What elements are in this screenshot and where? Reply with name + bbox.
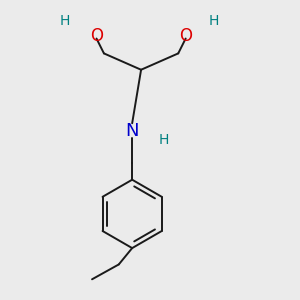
Text: H: H [158, 133, 169, 147]
Text: N: N [125, 122, 139, 140]
Text: H: H [60, 14, 70, 28]
Text: H: H [209, 14, 219, 28]
Text: O: O [90, 27, 103, 45]
Text: O: O [179, 27, 192, 45]
